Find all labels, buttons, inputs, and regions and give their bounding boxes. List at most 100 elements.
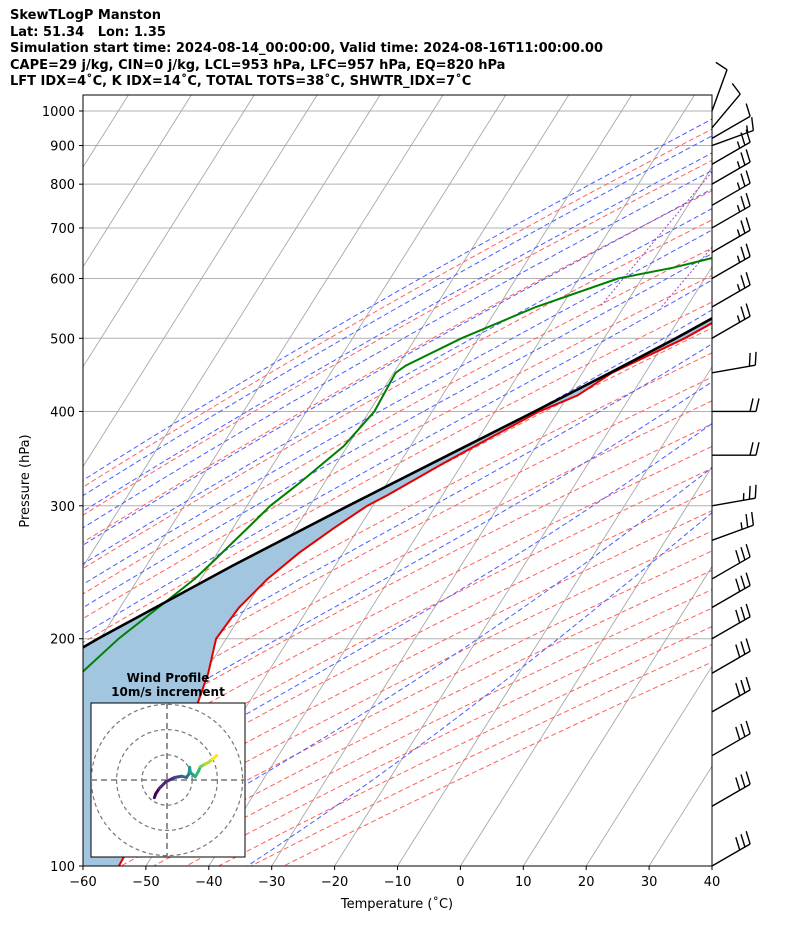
wind-barb <box>712 442 760 456</box>
dry-adiabat <box>83 352 712 690</box>
x-tick-label: −30 <box>258 875 285 890</box>
y-tick-label: 300 <box>50 500 75 515</box>
wind-barb-flag <box>740 195 746 210</box>
wind-barb-shaft <box>711 229 751 253</box>
mixing-ratio-line <box>661 246 712 308</box>
chart-header: SkewTLogP Manston Lat: 51.34 Lon: 1.35 S… <box>10 8 603 91</box>
wind-barb-flag <box>745 638 751 652</box>
hodograph-title: Wind Profile <box>127 671 210 685</box>
isotherm-line <box>83 95 255 368</box>
y-tick-label: 1000 <box>42 105 75 120</box>
hodograph-trace-segment <box>210 753 219 761</box>
wind-barb <box>711 543 751 580</box>
wind-barb-flag <box>736 161 741 169</box>
wind-barb-flag <box>745 103 751 117</box>
wind-barb-flag <box>740 220 746 234</box>
wind-barb-flag <box>745 572 751 586</box>
wind-barbs <box>711 61 760 867</box>
wind-barb <box>711 303 751 339</box>
y-tick-label: 100 <box>50 860 75 875</box>
y-tick-label: 500 <box>50 332 75 347</box>
wind-barb-shaft <box>711 689 751 713</box>
dry-adiabat <box>83 301 712 644</box>
wind-barb-flag <box>748 352 751 367</box>
dry-adiabat <box>283 661 712 866</box>
wind-barb-flag <box>745 676 751 691</box>
dry-adiabat <box>83 159 712 516</box>
wind-barb-flag <box>745 513 749 528</box>
dry-adiabat <box>83 423 712 754</box>
dry-adiabat <box>83 128 712 488</box>
x-axis-label: Temperature (˚C) <box>340 896 453 912</box>
isotherm-line <box>83 95 381 568</box>
station-coords: Lat: 51.34 Lon: 1.35 <box>10 24 166 40</box>
y-tick-label: 800 <box>50 178 75 193</box>
wind-barb-flag <box>740 641 746 655</box>
wind-barb-flag <box>740 522 743 530</box>
y-tick-label: 200 <box>50 633 75 648</box>
moist-adiabat <box>83 229 712 585</box>
wind-barb <box>711 217 751 253</box>
x-tick-label: 20 <box>578 875 595 890</box>
isotherm-line <box>775 95 794 866</box>
wind-barb-flag <box>735 549 741 564</box>
wind-barb-shaft <box>711 364 756 374</box>
y-axis-label: Pressure (hPa) <box>18 434 33 527</box>
isotherm-line <box>397 365 712 866</box>
wind-barb-flag <box>740 275 746 289</box>
wind-barb-flag <box>735 777 741 791</box>
wind-barb-flag <box>740 606 746 620</box>
wind-barb-flag <box>751 511 755 526</box>
dry-adiabat <box>83 510 712 833</box>
wind-barb-flag <box>735 609 741 623</box>
wind-barb-flag <box>715 61 728 71</box>
wind-barb-shaft <box>711 141 751 165</box>
wind-barb <box>711 129 751 165</box>
wind-barb-flag <box>746 125 749 133</box>
wind-barb <box>711 720 751 757</box>
wind-barb-flag <box>740 546 746 561</box>
wind-barb-flag <box>736 229 741 237</box>
wind-barb-flag <box>745 243 751 257</box>
y-tick-label: 700 <box>50 222 75 237</box>
hodograph-plot-area <box>91 703 245 857</box>
isotherm-line <box>522 565 712 866</box>
isotherm-line <box>460 465 712 866</box>
wind-barb-flag <box>745 272 751 286</box>
wind-barb-shaft <box>711 556 751 580</box>
wind-barb-flag <box>736 204 741 213</box>
wind-barb-shaft <box>711 129 754 147</box>
wind-barb-flag <box>745 603 751 617</box>
wind-barb-flag <box>740 679 746 694</box>
wind-barb-flag <box>740 152 746 166</box>
wind-barb-shaft <box>711 255 751 280</box>
y-axis-ticks: 100 200 300 400 500 600 700 800 900 1000 <box>42 105 83 875</box>
wind-barb-flag <box>745 129 751 143</box>
wind-barb-shaft <box>711 733 751 757</box>
y-tick-label: 600 <box>50 272 75 287</box>
moist-adiabat <box>83 135 712 497</box>
moist-adiabat <box>83 208 712 565</box>
wind-barb-flag <box>740 575 746 589</box>
stability-indices: LFT IDX=4˚C, K IDX=14˚C, TOTAL TOTS=38˚C… <box>10 74 472 90</box>
wind-barb-flag <box>745 543 751 558</box>
dry-adiabat <box>83 400 712 733</box>
background-lines <box>83 95 794 866</box>
wind-barb <box>711 484 757 507</box>
hodograph-subtitle: 10m/s increment <box>111 685 225 699</box>
wind-barb-flag <box>740 132 746 146</box>
moist-adiabat <box>83 422 712 808</box>
x-tick-label: −20 <box>321 875 348 890</box>
moist-adiabat <box>83 252 712 609</box>
wind-barb-shaft <box>711 650 751 674</box>
dry-adiabat <box>83 467 712 795</box>
x-tick-label: −10 <box>384 875 411 890</box>
wind-barb-flag <box>755 398 760 412</box>
wind-barb-shaft <box>711 315 751 339</box>
wind-barb-shaft <box>711 115 751 139</box>
wind-barb-shaft <box>711 205 751 229</box>
wind-barb <box>711 572 751 609</box>
wind-barb <box>711 511 755 541</box>
wind-barb-shaft <box>711 93 741 129</box>
